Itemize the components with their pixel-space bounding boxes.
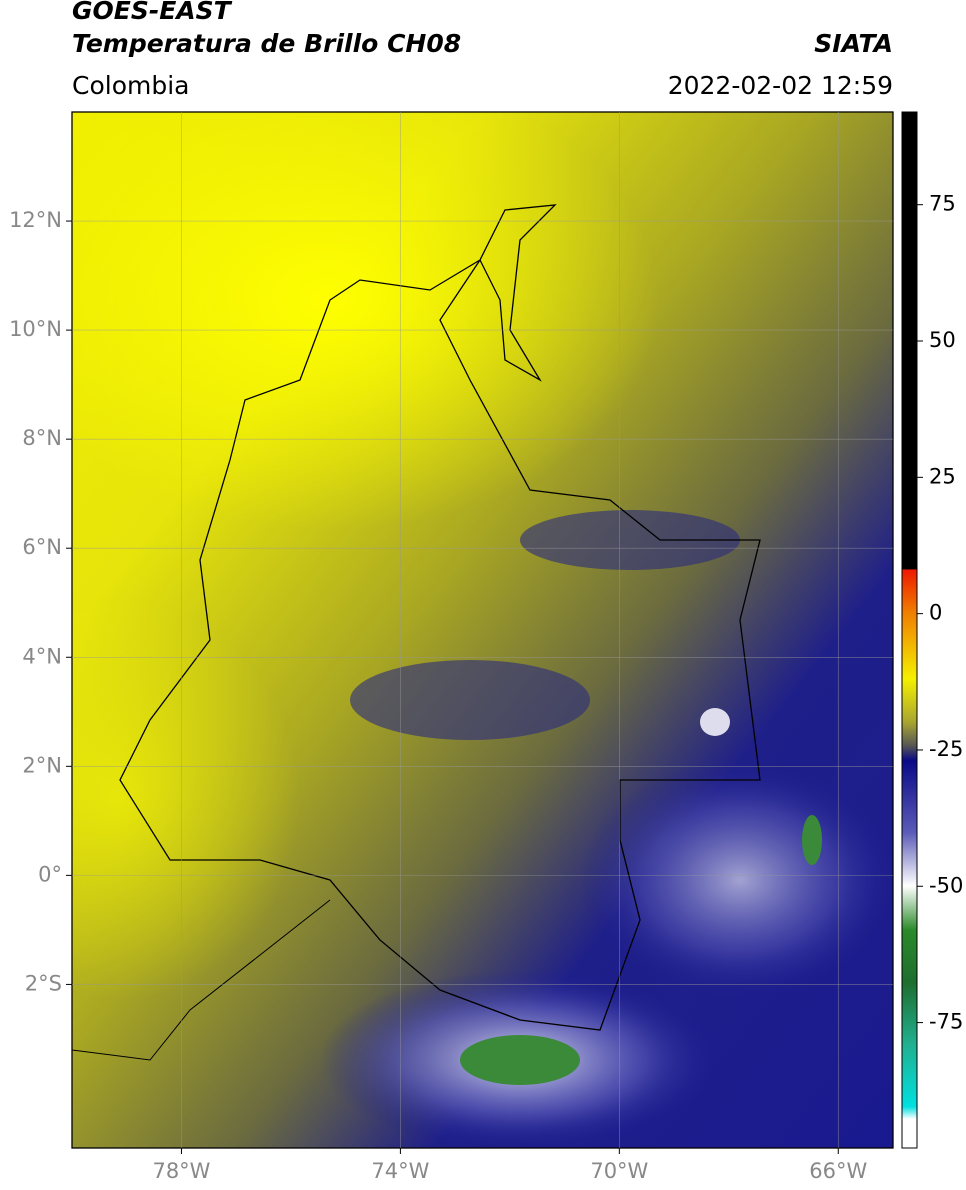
y-tick-label: 4°N <box>22 644 62 668</box>
source: SIATA <box>814 29 893 58</box>
colorbar-tick-label: 0 <box>929 601 942 625</box>
x-tick-label: 70°W <box>590 1159 648 1183</box>
y-tick-label: 2°N <box>22 753 62 777</box>
y-tick-label: 6°N <box>22 535 62 559</box>
y-tick-label: 2°S <box>25 971 62 995</box>
colorbar-tick-label: -50 <box>929 873 963 897</box>
map-frame <box>71 111 894 1149</box>
y-tick-label: 10°N <box>9 317 62 341</box>
region: Colombia <box>72 71 189 100</box>
y-tick-label: 0° <box>38 862 62 886</box>
colorbar-tick-label: 75 <box>929 192 956 216</box>
colorbar-tick-label: -25 <box>929 737 963 761</box>
subtitle: Temperatura de Brillo CH08 <box>72 29 461 58</box>
colorbar <box>901 111 918 1149</box>
map-image <box>72 112 893 1148</box>
datetime: 2022-02-02 12:59 <box>668 71 893 100</box>
title: GOES-EAST <box>72 0 233 25</box>
colorbar-tick-label: 25 <box>929 464 956 488</box>
colorbar-tick-label: 50 <box>929 328 956 352</box>
y-tick-label: 12°N <box>9 208 62 232</box>
x-tick-label: 78°W <box>152 1159 210 1183</box>
x-tick-label: 74°W <box>371 1159 429 1183</box>
x-tick-label: 66°W <box>809 1159 867 1183</box>
y-tick-label: 8°N <box>22 426 62 450</box>
colorbar-tick-label: -75 <box>929 1010 963 1034</box>
